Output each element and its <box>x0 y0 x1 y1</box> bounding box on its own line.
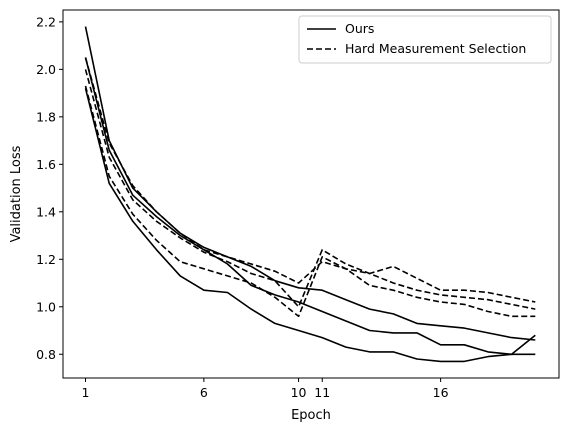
series-line-solid-2 <box>84 57 536 356</box>
x-tick-label: 1 <box>82 385 90 400</box>
y-tick-label: 2.0 <box>36 62 56 77</box>
y-tick-label: 2.2 <box>36 14 56 29</box>
series-line-solid-3 <box>84 88 536 363</box>
legend-box <box>298 15 552 64</box>
y-tick-label: 1.0 <box>36 299 56 314</box>
series-line-dashed-4 <box>84 57 536 303</box>
y-tick-label: 1.8 <box>36 109 56 124</box>
x-tick-label: 6 <box>200 385 208 400</box>
legend: Ours Hard Measurement Selection <box>298 15 552 64</box>
legend-label-ours: Ours <box>345 21 374 36</box>
series-line-dashed-5 <box>84 69 536 310</box>
series-line-dashed-6 <box>84 85 536 318</box>
x-tick-label: 16 <box>433 385 449 400</box>
x-axis-label: Epoch <box>291 408 331 423</box>
plot-frame <box>62 9 560 379</box>
x-tick-label: 10 <box>291 385 307 400</box>
y-tick-label: 0.8 <box>36 347 56 362</box>
series-layer <box>84 26 536 363</box>
y-tick-label: 1.2 <box>36 252 56 267</box>
x-tick-label: 11 <box>314 385 330 400</box>
x-axis: 1 6 10 11 16 <box>82 378 449 400</box>
y-tick-label: 1.6 <box>36 157 56 172</box>
y-axis-label: Validation Loss <box>9 145 24 242</box>
legend-label-hard-measurement-selection: Hard Measurement Selection <box>345 41 526 56</box>
series-line-solid-1 <box>84 26 536 341</box>
y-tick-label: 1.4 <box>36 204 56 219</box>
y-axis: 0.8 1.0 1.2 1.4 1.6 1.8 2.0 2.2 <box>36 14 63 362</box>
